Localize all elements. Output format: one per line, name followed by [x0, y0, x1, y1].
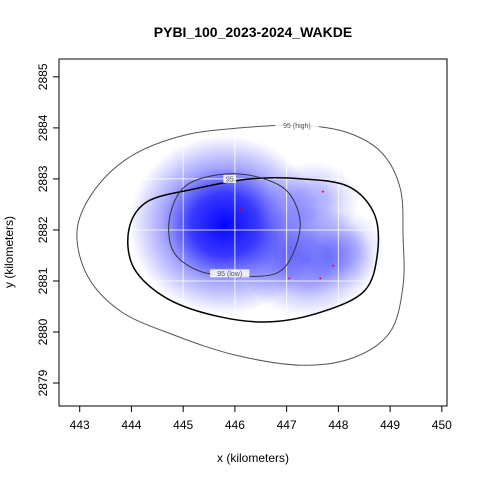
- plot-area: 95 (high) 95 95 (low): [59, 59, 447, 406]
- x-tick-label: 450: [432, 418, 452, 432]
- chart-title: PYBI_100_2023-2024_WAKDE: [154, 24, 352, 40]
- location-point: [288, 277, 291, 280]
- x-tick-label: 443: [70, 418, 90, 432]
- y-axis: 2879 2880 2881 2882 2883 2884 2885: [36, 63, 59, 396]
- x-tick-label: 449: [380, 418, 400, 432]
- location-point: [321, 190, 324, 193]
- contour-95-high-label: 95 (high): [283, 123, 311, 130]
- x-tick-label: 444: [121, 418, 141, 432]
- x-axis: 443 444 445 446 447 448 449 450: [70, 406, 452, 432]
- y-tick-label: 2885: [36, 63, 50, 90]
- y-axis-label: y (kilometers): [2, 216, 16, 288]
- x-tick-label: 448: [328, 418, 348, 432]
- contour-95-high-label-bg: [275, 121, 319, 130]
- x-axis-label: x (kilometers): [217, 451, 289, 465]
- y-tick-label: 2882: [36, 216, 50, 243]
- y-tick-label: 2879: [36, 369, 50, 396]
- location-point: [319, 277, 322, 280]
- y-tick-label: 2884: [36, 114, 50, 141]
- location-point: [239, 208, 242, 211]
- x-tick-label: 447: [277, 418, 297, 432]
- contour-95-line: [127, 177, 380, 323]
- x-tick-label: 445: [173, 418, 193, 432]
- contour-95-label-bg: [223, 174, 237, 183]
- y-tick-label: 2881: [36, 267, 50, 294]
- contour-95-label: 95: [226, 176, 234, 183]
- y-tick-label: 2883: [36, 165, 50, 192]
- y-tick-label: 2880: [36, 318, 50, 345]
- contour-95-low-label-bg: [210, 269, 250, 278]
- location-point: [332, 264, 335, 267]
- contour-95-high-line: [76, 124, 405, 366]
- x-tick-label: 446: [225, 418, 245, 432]
- contour-95-low-label: 95 (low): [217, 271, 242, 278]
- plot-frame: [58, 58, 448, 407]
